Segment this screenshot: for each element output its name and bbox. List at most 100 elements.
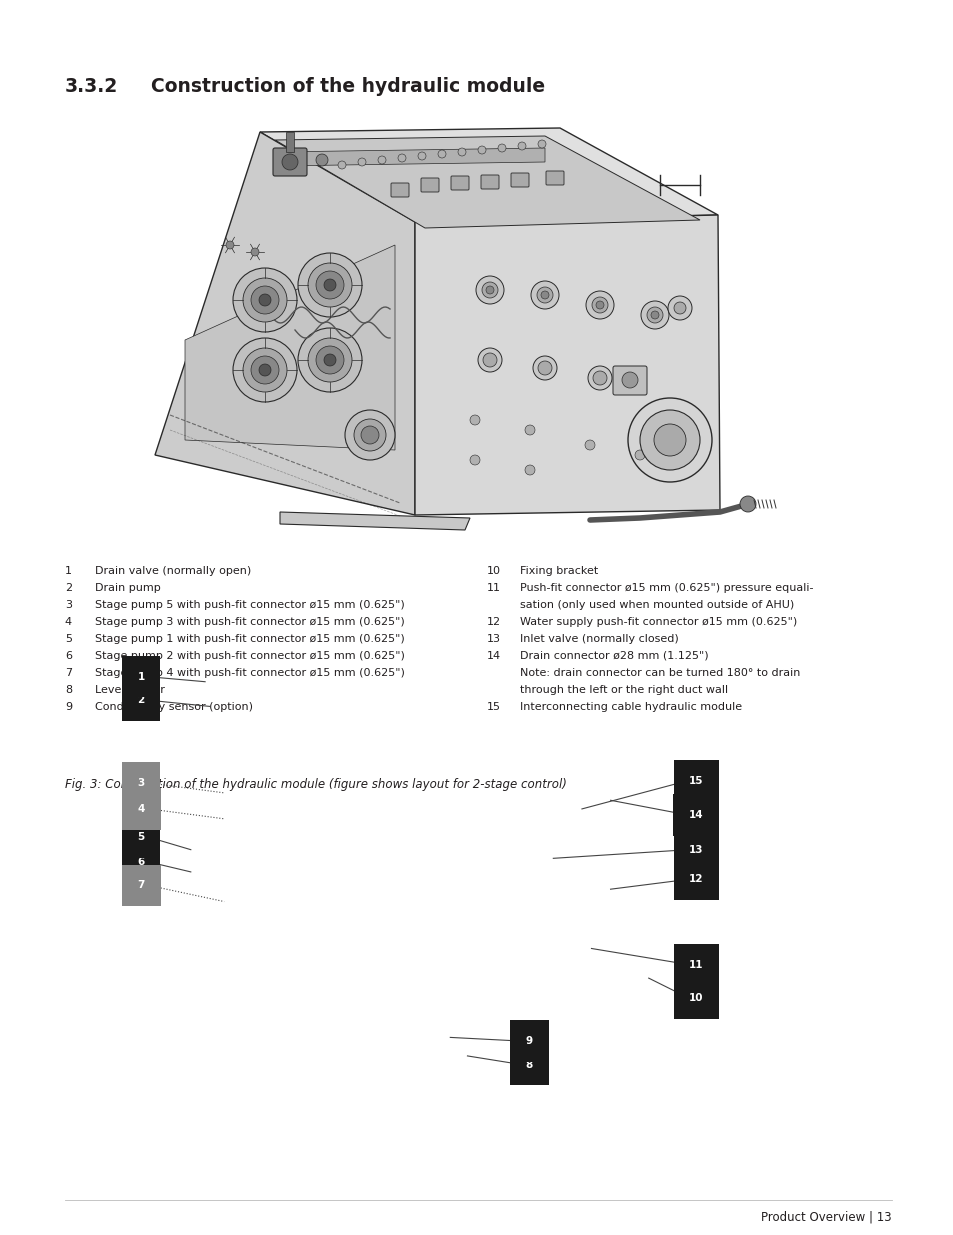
Text: Water supply push-fit connector ø15 mm (0.625"): Water supply push-fit connector ø15 mm (… [519, 616, 797, 626]
Text: Fixing bracket: Fixing bracket [519, 566, 598, 576]
Circle shape [233, 338, 296, 403]
Circle shape [584, 440, 595, 450]
Circle shape [315, 154, 328, 165]
Circle shape [243, 348, 287, 391]
Text: 10: 10 [486, 566, 500, 576]
Circle shape [457, 148, 465, 156]
Circle shape [258, 294, 271, 306]
Text: 13: 13 [486, 634, 500, 643]
Circle shape [593, 370, 606, 385]
Circle shape [354, 419, 386, 451]
Polygon shape [274, 136, 700, 228]
Circle shape [635, 450, 644, 459]
Text: through the left or the right duct wall: through the left or the right duct wall [519, 684, 727, 694]
Circle shape [477, 146, 485, 154]
Circle shape [470, 415, 479, 425]
Circle shape [258, 364, 271, 375]
Circle shape [377, 156, 386, 164]
Circle shape [308, 263, 352, 308]
Text: Construction of the hydraulic module: Construction of the hydraulic module [151, 77, 544, 95]
Circle shape [537, 361, 552, 375]
Circle shape [654, 424, 685, 456]
Text: 14: 14 [486, 651, 500, 661]
Text: Stage pump 5 with push-fit connector ø15 mm (0.625"): Stage pump 5 with push-fit connector ø15… [95, 600, 405, 610]
Text: Interconnecting cable hydraulic module: Interconnecting cable hydraulic module [519, 701, 741, 711]
FancyBboxPatch shape [511, 173, 529, 186]
Text: sation (only used when mounted outside of AHU): sation (only used when mounted outside o… [519, 600, 793, 610]
Text: 15: 15 [688, 776, 703, 785]
Circle shape [308, 338, 352, 382]
Circle shape [437, 149, 446, 158]
Circle shape [740, 496, 755, 513]
Circle shape [470, 454, 479, 466]
Circle shape [337, 161, 346, 169]
Circle shape [587, 366, 612, 390]
Circle shape [251, 248, 258, 256]
Text: Drain valve (normally open): Drain valve (normally open) [95, 566, 252, 576]
Circle shape [517, 142, 525, 149]
Circle shape [324, 354, 335, 366]
Circle shape [482, 353, 497, 367]
Text: 7: 7 [65, 668, 71, 678]
Text: Drain pump: Drain pump [95, 583, 161, 593]
Circle shape [524, 466, 535, 475]
Circle shape [627, 398, 711, 482]
Text: 10: 10 [688, 993, 703, 1003]
Text: Inlet valve (normally closed): Inlet valve (normally closed) [519, 634, 678, 643]
FancyBboxPatch shape [451, 177, 469, 190]
Text: 1: 1 [65, 566, 71, 576]
Circle shape [639, 410, 700, 471]
Circle shape [640, 301, 668, 329]
Text: Level sensor: Level sensor [95, 684, 165, 694]
FancyBboxPatch shape [391, 183, 409, 198]
Circle shape [251, 356, 278, 384]
Text: Stage pump 3 with push-fit connector ø15 mm (0.625"): Stage pump 3 with push-fit connector ø15… [95, 616, 405, 626]
Circle shape [243, 278, 287, 322]
Text: 6: 6 [137, 857, 145, 867]
FancyBboxPatch shape [480, 175, 498, 189]
Circle shape [531, 282, 558, 309]
Text: 2: 2 [65, 583, 71, 593]
Text: Stage pump 1 with push-fit connector ø15 mm (0.625"): Stage pump 1 with push-fit connector ø15… [95, 634, 405, 643]
Circle shape [297, 329, 361, 391]
Text: 4: 4 [137, 804, 145, 814]
Text: Conductivity sensor (option): Conductivity sensor (option) [95, 701, 253, 711]
Text: Stage pump 2 with push-fit connector ø15 mm (0.625"): Stage pump 2 with push-fit connector ø15… [95, 651, 405, 661]
Polygon shape [260, 128, 718, 222]
Polygon shape [415, 215, 720, 515]
Text: 13: 13 [688, 845, 703, 855]
Text: 9: 9 [65, 701, 71, 711]
Circle shape [233, 268, 296, 332]
Text: 3.3.2: 3.3.2 [65, 77, 118, 95]
Circle shape [315, 270, 344, 299]
Text: Note: drain connector can be turned 180° to drain: Note: drain connector can be turned 180°… [519, 668, 800, 678]
Circle shape [646, 308, 662, 324]
Polygon shape [154, 132, 415, 515]
Circle shape [524, 425, 535, 435]
Circle shape [357, 158, 366, 165]
Text: 12: 12 [688, 874, 703, 884]
Circle shape [417, 152, 426, 161]
Circle shape [345, 410, 395, 459]
Circle shape [226, 241, 233, 249]
Circle shape [621, 372, 638, 388]
Circle shape [592, 296, 607, 312]
Text: 1: 1 [137, 672, 145, 682]
Text: 8: 8 [525, 1060, 533, 1070]
Polygon shape [280, 513, 470, 530]
Text: Stage pump 4 with push-fit connector ø15 mm (0.625"): Stage pump 4 with push-fit connector ø15… [95, 668, 405, 678]
FancyBboxPatch shape [420, 178, 438, 191]
Circle shape [485, 287, 494, 294]
Text: 11: 11 [486, 583, 500, 593]
Circle shape [360, 426, 378, 445]
Circle shape [540, 291, 548, 299]
Text: 4: 4 [65, 616, 71, 626]
Polygon shape [274, 148, 544, 165]
Text: 8: 8 [65, 684, 71, 694]
Circle shape [297, 253, 361, 317]
Polygon shape [185, 245, 395, 450]
Text: Fig. 3: Construction of the hydraulic module (figure shows layout for 2-stage co: Fig. 3: Construction of the hydraulic mo… [65, 778, 566, 792]
Text: Product Overview | 13: Product Overview | 13 [760, 1210, 891, 1224]
Text: 3: 3 [137, 778, 145, 788]
Bar [286, 132, 294, 152]
